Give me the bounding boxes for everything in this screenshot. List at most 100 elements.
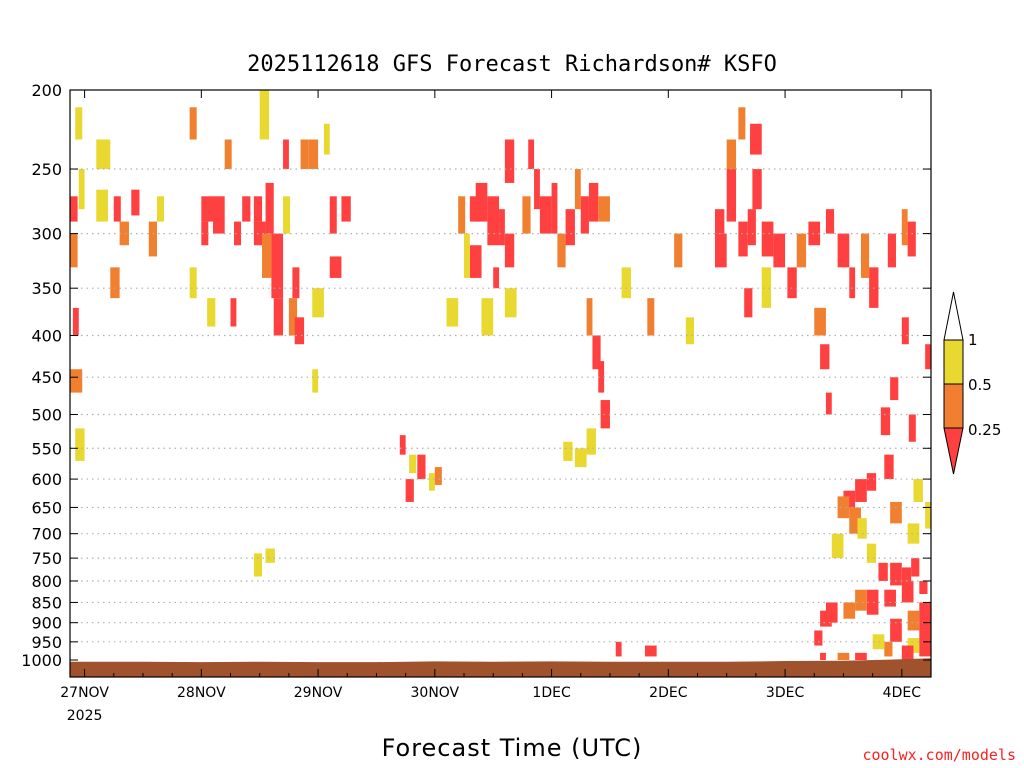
ri-cell-97 xyxy=(744,288,753,318)
ri-cell-100 xyxy=(750,123,762,155)
ri-cell-148 xyxy=(884,641,893,657)
ri-cell-1 xyxy=(70,233,78,268)
ri-cell-8 xyxy=(96,189,108,222)
ri-cell-150 xyxy=(855,652,867,660)
ri-cell-87 xyxy=(685,317,695,345)
ri-cell-89 xyxy=(715,233,727,268)
ri-cell-85 xyxy=(647,298,655,336)
ri-cell-113 xyxy=(901,209,908,246)
ri-cell-56 xyxy=(487,196,500,246)
colorbar-gt1 xyxy=(943,291,964,341)
ri-cell-65 xyxy=(504,139,515,183)
ri-cell-142 xyxy=(907,610,920,631)
ri-cell-84 xyxy=(621,267,631,299)
ri-cell-102 xyxy=(796,233,807,268)
ri-cell-78 xyxy=(592,335,601,370)
ri-cell-69 xyxy=(539,196,552,234)
ri-cell-129 xyxy=(878,562,888,581)
ri-cell-144 xyxy=(890,618,902,642)
ri-cell-38 xyxy=(259,90,270,140)
ri-cell-122 xyxy=(855,479,867,502)
ri-cell-107 xyxy=(814,307,826,336)
ri-cell-117 xyxy=(890,377,899,401)
ri-cell-14 xyxy=(201,196,214,222)
ri-cell-26 xyxy=(283,196,291,234)
y-tick-label-800: 800 xyxy=(31,572,62,591)
ri-cell-18 xyxy=(234,221,242,246)
ri-cell-19 xyxy=(242,196,251,222)
ri-cell-118 xyxy=(908,414,916,442)
ri-cell-138 xyxy=(843,602,856,619)
ri-cell-13 xyxy=(156,196,164,222)
ri-cell-116 xyxy=(901,317,909,345)
ri-cell-99 xyxy=(738,107,746,140)
source-credit[interactable]: coolwx.com/models xyxy=(862,746,1016,764)
ri-cell-98 xyxy=(726,139,737,170)
plot-frame xyxy=(69,89,932,678)
ri-cell-112 xyxy=(887,233,896,268)
ri-cell-63 xyxy=(446,298,459,327)
ri-cell-72 xyxy=(565,209,575,246)
ri-cell-76 xyxy=(598,196,610,222)
y-tick-label-200: 200 xyxy=(31,81,62,100)
ri-cell-151 xyxy=(837,652,850,660)
ri-cell-94 xyxy=(761,221,774,257)
ri-cell-55 xyxy=(475,182,488,222)
ri-cell-88 xyxy=(715,209,725,234)
y-tick-label-850: 850 xyxy=(31,593,62,612)
ri-cell-81 xyxy=(563,441,573,461)
ri-cell-68 xyxy=(534,169,540,210)
ri-cell-59 xyxy=(481,298,494,336)
colorbar-label-2: 0.25 xyxy=(968,421,1001,439)
ri-cell-143 xyxy=(919,602,931,631)
ri-cell-104 xyxy=(825,209,835,234)
chart-title: 2025112618 GFS Forecast Richardson# KSFO xyxy=(247,52,777,77)
ri-cell-79 xyxy=(598,361,605,393)
y-tick-label-350: 350 xyxy=(31,279,62,298)
ri-cell-4 xyxy=(75,107,83,140)
y-tick-label-700: 700 xyxy=(31,525,62,544)
ri-cell-135 xyxy=(884,589,896,607)
ri-cell-64 xyxy=(493,267,500,289)
y-tick-label-250: 250 xyxy=(31,160,62,179)
ri-cell-124 xyxy=(849,507,861,534)
y-tick-label-650: 650 xyxy=(31,498,62,517)
plot-area xyxy=(70,90,931,677)
ri-cell-73 xyxy=(574,169,581,210)
ri-cell-156 xyxy=(644,645,657,657)
y-tick-label-750: 750 xyxy=(31,549,62,568)
ri-cell-75 xyxy=(588,182,599,222)
ri-cell-96 xyxy=(761,267,772,308)
ri-cell-45 xyxy=(253,553,263,577)
ri-cell-0 xyxy=(70,196,78,222)
ri-cell-21 xyxy=(253,221,266,246)
colorbar-025-05 xyxy=(943,383,964,429)
ri-cell-27 xyxy=(288,298,298,336)
ri-cell-121 xyxy=(866,473,877,491)
ri-cell-32 xyxy=(207,298,216,327)
ri-cell-125 xyxy=(837,496,850,519)
ri-cell-103 xyxy=(808,221,821,246)
ri-cell-147 xyxy=(901,645,914,660)
ri-cell-29 xyxy=(300,139,309,170)
ri-cell-101 xyxy=(787,267,797,299)
x-tick-label-1: 28NOV xyxy=(177,685,226,701)
ri-cell-70 xyxy=(551,182,558,234)
ri-cell-28 xyxy=(292,267,300,299)
ri-cell-60 xyxy=(504,288,517,318)
ri-cell-3 xyxy=(70,369,83,393)
x-axis-label: Forecast Time (UTC) xyxy=(381,734,643,762)
ri-cell-91 xyxy=(738,221,748,257)
ri-cell-149 xyxy=(872,634,885,650)
ri-cell-146 xyxy=(919,630,931,657)
ri-cell-158 xyxy=(820,652,826,660)
ri-cell-2 xyxy=(72,307,79,336)
x-tick-label-5: 2DEC xyxy=(649,685,688,701)
ri-cell-6 xyxy=(75,428,85,461)
ri-cell-134 xyxy=(901,580,914,603)
ri-cell-83 xyxy=(586,428,596,455)
ri-cell-50 xyxy=(417,454,426,480)
y-tick-label-450: 450 xyxy=(31,368,62,387)
ri-cell-114 xyxy=(907,221,916,257)
ri-cell-34 xyxy=(329,196,337,234)
